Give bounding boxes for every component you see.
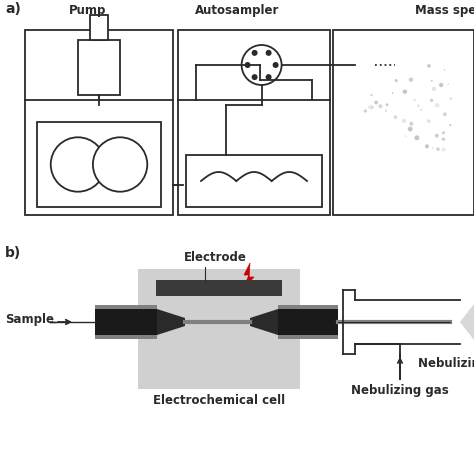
Circle shape <box>371 106 374 109</box>
Text: Mass spectrometer: Mass spectrometer <box>415 4 474 17</box>
Polygon shape <box>250 309 278 335</box>
Polygon shape <box>460 304 474 340</box>
Circle shape <box>442 131 445 134</box>
Circle shape <box>402 90 407 94</box>
Circle shape <box>435 134 439 137</box>
Bar <box>95 305 157 309</box>
Circle shape <box>439 83 443 87</box>
Circle shape <box>430 80 433 82</box>
Text: a): a) <box>5 2 21 16</box>
Text: Autosampler: Autosampler <box>195 4 279 17</box>
Circle shape <box>413 99 416 102</box>
Bar <box>333 30 474 215</box>
Circle shape <box>449 97 452 100</box>
Circle shape <box>385 109 387 112</box>
Circle shape <box>93 137 147 191</box>
Circle shape <box>435 103 439 108</box>
Circle shape <box>408 127 413 131</box>
Text: b): b) <box>5 246 21 260</box>
Circle shape <box>252 74 257 80</box>
Circle shape <box>374 100 378 104</box>
Circle shape <box>368 105 373 109</box>
Circle shape <box>410 122 413 126</box>
Circle shape <box>442 147 446 151</box>
Circle shape <box>427 64 431 68</box>
Circle shape <box>402 119 406 123</box>
Polygon shape <box>243 263 254 289</box>
Bar <box>178 30 330 215</box>
Text: Nebulizing gas: Nebulizing gas <box>351 384 449 397</box>
Circle shape <box>242 45 282 85</box>
Bar <box>278 335 338 339</box>
Circle shape <box>51 137 105 191</box>
Circle shape <box>442 137 445 141</box>
Circle shape <box>395 79 398 82</box>
Circle shape <box>427 119 430 123</box>
Polygon shape <box>157 309 185 335</box>
Circle shape <box>265 50 272 56</box>
Circle shape <box>371 94 373 96</box>
Bar <box>278 305 338 309</box>
Circle shape <box>393 115 398 119</box>
Circle shape <box>405 135 407 137</box>
Circle shape <box>430 99 433 102</box>
Bar <box>278 309 338 335</box>
Circle shape <box>414 136 419 140</box>
Circle shape <box>420 109 422 111</box>
Circle shape <box>425 144 429 148</box>
Bar <box>95 309 157 335</box>
Circle shape <box>265 74 272 80</box>
Bar <box>156 280 282 296</box>
Text: Pump: Pump <box>69 4 107 17</box>
Text: Sample: Sample <box>5 313 54 327</box>
Circle shape <box>273 62 279 68</box>
Circle shape <box>449 124 451 126</box>
Circle shape <box>417 105 419 107</box>
Circle shape <box>443 112 447 116</box>
Circle shape <box>447 83 449 85</box>
Circle shape <box>432 147 434 149</box>
Circle shape <box>252 50 257 56</box>
Bar <box>95 335 157 339</box>
Text: Nebulizing gas: Nebulizing gas <box>418 357 474 371</box>
Bar <box>25 30 173 215</box>
Circle shape <box>364 109 367 112</box>
Circle shape <box>378 104 383 108</box>
Bar <box>78 40 120 95</box>
Bar <box>138 269 300 389</box>
Bar <box>355 60 375 70</box>
Circle shape <box>245 62 251 68</box>
Bar <box>90 15 108 40</box>
Circle shape <box>432 87 436 91</box>
Bar <box>37 122 161 207</box>
Circle shape <box>392 92 393 94</box>
Circle shape <box>444 69 446 71</box>
Bar <box>186 155 322 207</box>
Text: Electrode: Electrode <box>183 251 246 264</box>
Circle shape <box>386 103 389 106</box>
Circle shape <box>409 77 413 82</box>
Text: Electrochemical cell: Electrochemical cell <box>153 394 285 407</box>
Circle shape <box>436 147 440 151</box>
